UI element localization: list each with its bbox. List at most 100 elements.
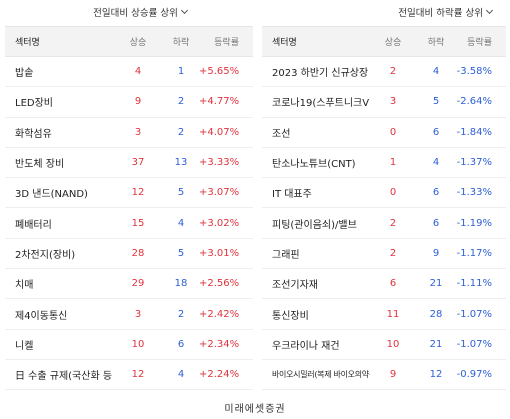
sector-name[interactable]: 제4이동통신 xyxy=(5,298,113,330)
table-row[interactable]: 日 수출 규제(국산화 등) 12 4 +2.24% xyxy=(5,359,253,391)
table-row[interactable]: 밥솥 4 1 +5.65% xyxy=(5,56,253,88)
chevron-down-icon xyxy=(181,8,189,16)
change-rate: -1.07% xyxy=(456,298,506,330)
table-row[interactable]: 피팅(관이음쇠)/밸브 2 6 -1.19% xyxy=(262,207,506,239)
change-rate: -1.33% xyxy=(456,177,506,209)
table-row[interactable]: 니켈 10 6 +2.34% xyxy=(5,329,253,360)
up-count: 29 xyxy=(113,268,163,300)
down-count: 4 xyxy=(416,147,456,179)
up-count: 3 xyxy=(370,86,416,118)
sector-name[interactable]: 3D 낸드(NAND) xyxy=(5,177,113,209)
sector-name[interactable]: 日 수출 규제(국산화 등) xyxy=(5,359,113,391)
table-row[interactable]: 그래핀 2 9 -1.17% xyxy=(262,238,506,270)
sector-name[interactable]: 치매 xyxy=(5,268,113,300)
table-row[interactable]: 바이오시밀러(복제 바이오의약품 9 12 -0.97% xyxy=(262,359,506,391)
down-count: 1 xyxy=(163,56,199,88)
sector-name[interactable]: 우크라이나 재건 xyxy=(262,329,370,360)
table-row[interactable]: 2023 하반기 신규상장 2 4 -3.58% xyxy=(262,56,506,88)
sector-name[interactable]: LED장비 xyxy=(5,86,113,118)
sector-name[interactable]: 그래핀 xyxy=(262,238,370,270)
down-count: 6 xyxy=(163,329,199,360)
change-rate: -3.58% xyxy=(456,56,506,88)
table-row[interactable]: 우크라이나 재건 10 21 -1.07% xyxy=(262,329,506,360)
gainers-sort-dropdown[interactable]: 전일대비 상승률 상위 xyxy=(5,0,253,24)
column-header-rate: 등락률 xyxy=(456,26,506,57)
change-rate: +2.56% xyxy=(199,268,253,300)
sector-name[interactable]: 반도체 장비 xyxy=(5,147,113,179)
up-count: 2 xyxy=(370,56,416,88)
table-row[interactable]: 반도체 장비 37 13 +3.33% xyxy=(5,147,253,179)
down-count: 5 xyxy=(163,177,199,209)
table-row[interactable]: IT 대표주 0 6 -1.33% xyxy=(262,177,506,209)
sector-name[interactable]: 코로나19(스푸트니크V) xyxy=(262,86,370,118)
sector-name[interactable]: 바이오시밀러(복제 바이오의약품 xyxy=(262,359,370,391)
source-credit: 미래에셋증권 xyxy=(224,404,286,415)
sector-name[interactable]: 화학섬유 xyxy=(5,117,113,148)
up-count: 1 xyxy=(370,147,416,179)
losers-sort-label: 전일대비 하락률 상위 xyxy=(398,8,483,19)
table-row[interactable]: 코로나19(스푸트니크V) 3 5 -2.64% xyxy=(262,86,506,118)
up-count: 11 xyxy=(370,298,416,330)
sector-name[interactable]: 탄소나노튜브(CNT) xyxy=(262,147,370,179)
column-header-down: 하락 xyxy=(416,26,456,57)
table-row[interactable]: 탄소나노튜브(CNT) 1 4 -1.37% xyxy=(262,147,506,179)
column-header-rate: 등락률 xyxy=(199,26,253,57)
table-row[interactable]: 폐배터리 15 4 +3.02% xyxy=(5,207,253,239)
up-count: 2 xyxy=(370,207,416,239)
losers-table: 섹터명 상승 하락 등락률 2023 하반기 신규상장 2 4 -3.58% 코로나19… xyxy=(262,26,506,391)
table-row[interactable]: 3D 낸드(NAND) 12 5 +3.07% xyxy=(5,177,253,209)
up-count: 12 xyxy=(113,359,163,391)
change-rate: +3.01% xyxy=(199,238,253,270)
table-row[interactable]: LED장비 9 2 +4.77% xyxy=(5,86,253,118)
down-count: 6 xyxy=(416,117,456,148)
down-count: 2 xyxy=(163,86,199,118)
losers-panel: 전일대비 하락률 상위 섹터명 상승 하락 등락률 2023 하반기 신규상장 2… xyxy=(262,0,506,391)
table-row[interactable]: 제4이동통신 3 2 +2.42% xyxy=(5,298,253,330)
table-row[interactable]: 조선기자재 6 21 -1.11% xyxy=(262,268,506,300)
column-header-down: 하락 xyxy=(163,26,199,57)
down-count: 6 xyxy=(416,177,456,209)
up-count: 10 xyxy=(370,329,416,360)
change-rate: -1.37% xyxy=(456,147,506,179)
table-row[interactable]: 치매 29 18 +2.56% xyxy=(5,268,253,300)
down-count: 6 xyxy=(416,207,456,239)
up-count: 15 xyxy=(113,207,163,239)
change-rate: -2.64% xyxy=(456,86,506,118)
change-rate: +3.02% xyxy=(199,207,253,239)
sector-name[interactable]: IT 대표주 xyxy=(262,177,370,209)
sector-name[interactable]: 니켈 xyxy=(5,329,113,360)
table-header-row: 섹터명 상승 하락 등락률 xyxy=(262,26,506,57)
down-count: 12 xyxy=(416,359,456,391)
up-count: 9 xyxy=(370,359,416,391)
down-count: 4 xyxy=(416,56,456,88)
table-row[interactable]: 조선 0 6 -1.84% xyxy=(262,117,506,148)
sector-name[interactable]: 2차전지(장비) xyxy=(5,238,113,270)
down-count: 21 xyxy=(416,268,456,300)
change-rate: -1.19% xyxy=(456,207,506,239)
up-count: 28 xyxy=(113,238,163,270)
table-row[interactable]: 통신장비 11 28 -1.07% xyxy=(262,298,506,330)
change-rate: -0.97% xyxy=(456,359,506,391)
sector-name[interactable]: 조선 xyxy=(262,117,370,148)
sector-name[interactable]: 폐배터리 xyxy=(5,207,113,239)
sector-name[interactable]: 통신장비 xyxy=(262,298,370,330)
down-count: 28 xyxy=(416,298,456,330)
change-rate: +5.65% xyxy=(199,56,253,88)
table-row[interactable]: 화학섬유 3 2 +4.07% xyxy=(5,117,253,148)
change-rate: +2.34% xyxy=(199,329,253,360)
up-count: 0 xyxy=(370,177,416,209)
up-count: 10 xyxy=(113,329,163,360)
sector-name[interactable]: 밥솥 xyxy=(5,56,113,88)
table-header-row: 섹터명 상승 하락 등락률 xyxy=(5,26,253,57)
sector-name[interactable]: 피팅(관이음쇠)/밸브 xyxy=(262,207,370,239)
down-count: 4 xyxy=(163,359,199,391)
losers-sort-dropdown[interactable]: 전일대비 하락률 상위 xyxy=(262,0,506,24)
up-count: 6 xyxy=(370,268,416,300)
change-rate: -1.11% xyxy=(456,268,506,300)
sector-name[interactable]: 조선기자재 xyxy=(262,268,370,300)
up-count: 0 xyxy=(370,117,416,148)
down-count: 13 xyxy=(163,147,199,179)
table-row[interactable]: 2차전지(장비) 28 5 +3.01% xyxy=(5,238,253,270)
sector-name[interactable]: 2023 하반기 신규상장 xyxy=(262,56,370,88)
up-count: 12 xyxy=(113,177,163,209)
